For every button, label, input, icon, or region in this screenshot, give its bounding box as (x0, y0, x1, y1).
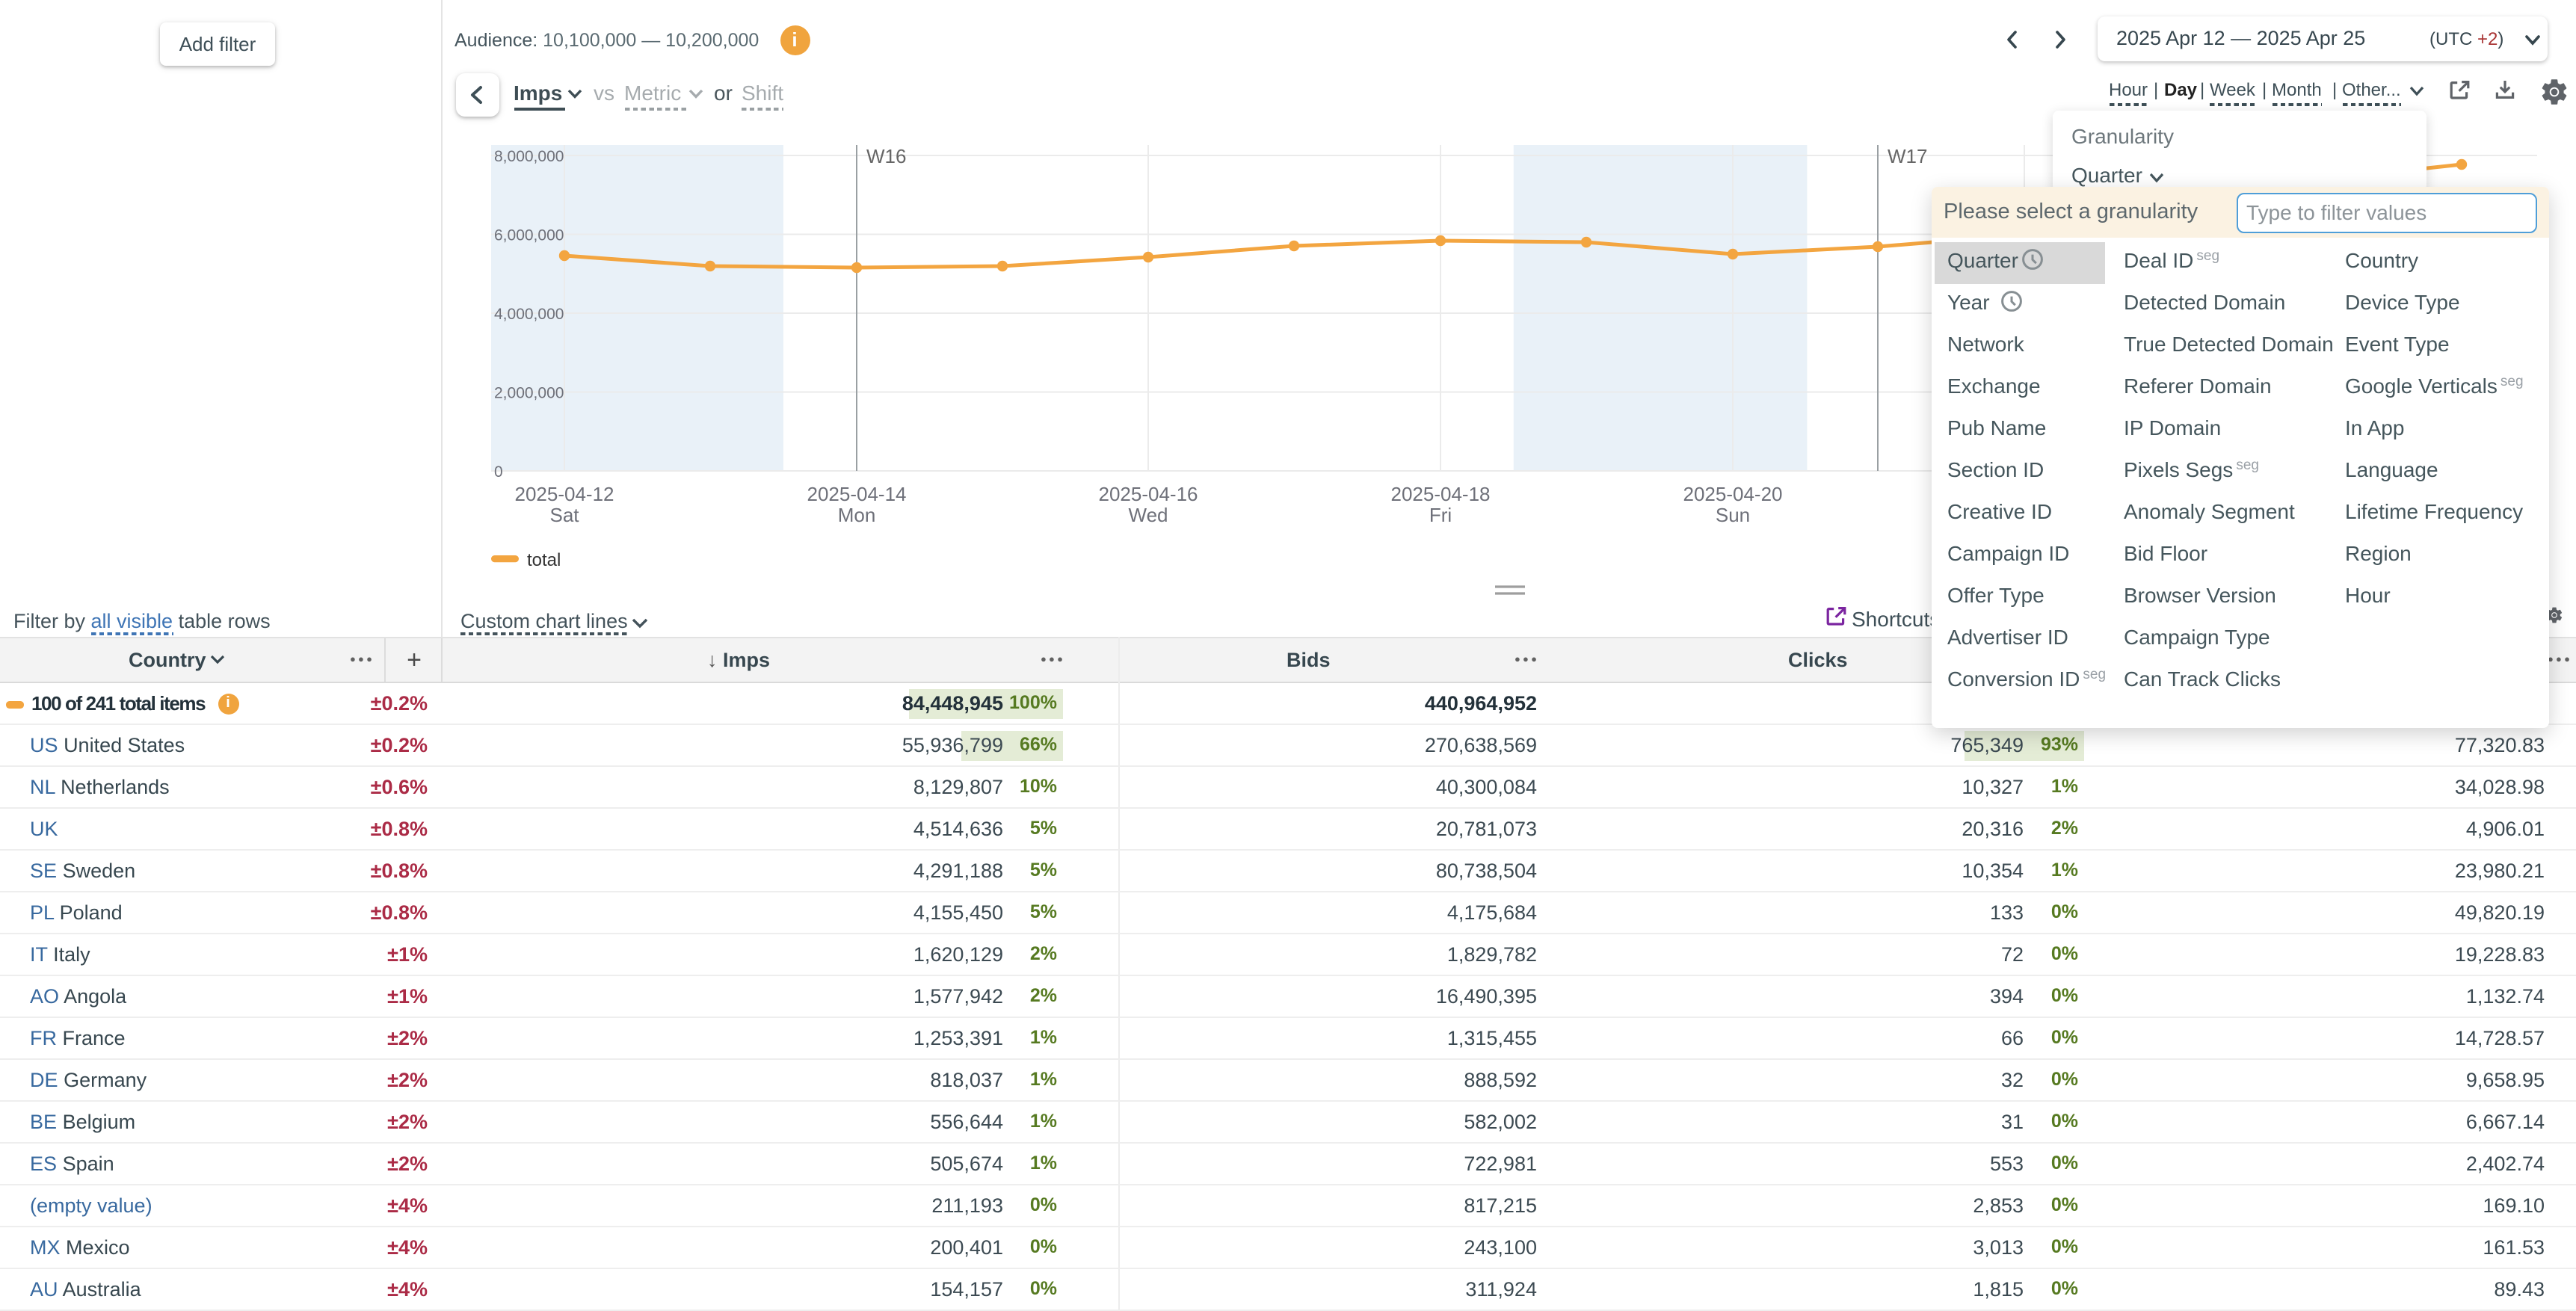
svg-text:2025-04-14: 2025-04-14 (807, 483, 907, 505)
svg-text:Fri: Fri (1429, 504, 1452, 526)
svg-text:Wed: Wed (1129, 504, 1168, 526)
svg-text:0: 0 (494, 463, 503, 481)
svg-text:Sun: Sun (1716, 504, 1750, 526)
svg-text:2025-04-20: 2025-04-20 (1683, 483, 1783, 505)
svg-text:6,000,000: 6,000,000 (494, 227, 564, 244)
svg-text:4,000,000: 4,000,000 (494, 306, 564, 323)
svg-text:total: total (527, 550, 561, 570)
svg-text:W16: W16 (866, 145, 906, 167)
svg-text:2,000,000: 2,000,000 (494, 385, 564, 402)
svg-text:Sat: Sat (549, 504, 579, 526)
svg-text:2025-04-16: 2025-04-16 (1099, 483, 1198, 505)
svg-text:W17: W17 (1888, 145, 1927, 167)
svg-text:Mon: Mon (838, 504, 876, 526)
svg-text:8,000,000: 8,000,000 (494, 148, 564, 165)
svg-text:2025-04-12: 2025-04-12 (515, 483, 614, 505)
svg-text:2025-04-18: 2025-04-18 (1391, 483, 1491, 505)
